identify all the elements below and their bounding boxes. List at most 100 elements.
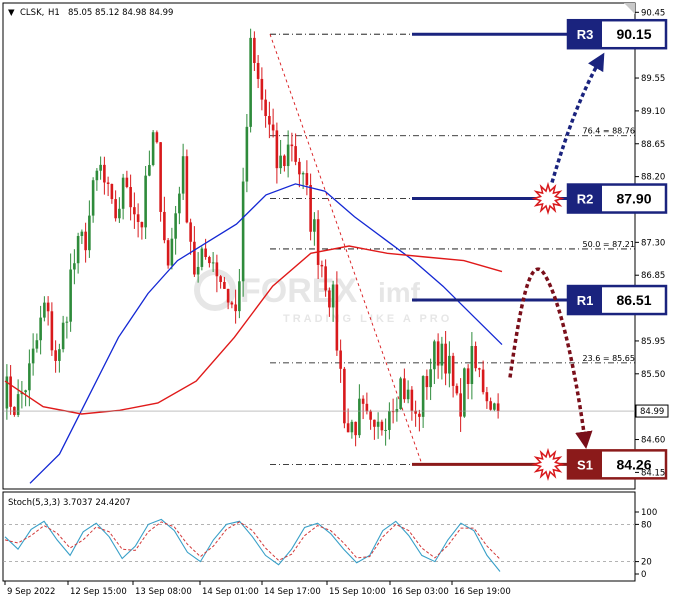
candle-body	[163, 211, 166, 241]
candle-body	[373, 419, 376, 427]
candle-body	[346, 423, 350, 433]
candle-body	[245, 126, 249, 182]
candle-body	[249, 37, 252, 127]
candle-body	[433, 341, 436, 370]
candle-body	[376, 421, 380, 427]
candle-body	[388, 411, 391, 430]
candle-body	[140, 221, 144, 228]
candle-body	[39, 317, 42, 341]
chart-shift-icon[interactable]	[624, 3, 635, 14]
candle-body	[478, 368, 481, 370]
time-tick-label: 13 Sep 08:00	[135, 587, 192, 597]
candle-body	[354, 421, 357, 436]
price-tick-label: 85.95	[641, 337, 665, 347]
candle-body	[31, 348, 35, 364]
candle-body	[391, 411, 395, 413]
candle-body	[320, 264, 324, 267]
price-tick-label: 87.30	[641, 238, 665, 248]
level-value-r2: 87.90	[616, 191, 651, 207]
candle-body	[58, 349, 61, 361]
moving-averages	[4, 183, 503, 484]
candle-body	[211, 262, 215, 264]
candle-body	[343, 368, 346, 424]
candle-body	[208, 257, 211, 264]
stoch-tick-label: 20	[641, 558, 652, 568]
price-tick-label: 88.20	[641, 173, 665, 183]
candle-body	[253, 37, 256, 63]
level-value-s1: 84.26	[616, 456, 651, 472]
candle-body	[301, 173, 305, 175]
watermark-brand: FOREX	[240, 272, 357, 310]
fibonacci-levels: 76.4 = 88.76 50.0 = 87.21 23.6 = 85.65	[269, 33, 635, 465]
forecast-arrow-up	[550, 52, 605, 184]
candle-body	[155, 132, 159, 143]
candle-body	[166, 240, 170, 266]
candle-body	[193, 241, 196, 275]
candle-body	[95, 170, 99, 181]
fib-level-label: 23.6 = 85.65	[582, 354, 635, 363]
collapse-arrow-icon[interactable]: ▼	[8, 8, 15, 18]
candle-body	[384, 429, 387, 431]
candle-body	[448, 355, 451, 374]
price-tick-label: 88.65	[641, 140, 665, 150]
forecast-arrows	[508, 52, 605, 481]
price-tick-label: 85.50	[641, 370, 665, 380]
level-tag-r3: R3	[577, 27, 594, 42]
candle-body	[9, 376, 12, 407]
candle-body	[133, 207, 136, 215]
level-value-r3: 90.15	[616, 26, 651, 42]
candle-body	[313, 219, 316, 232]
candle-body	[410, 389, 414, 411]
candle-body	[28, 363, 31, 391]
stoch-tick-label: 0	[641, 570, 646, 580]
candle-body	[16, 394, 20, 415]
candle-body	[463, 368, 466, 417]
candle-body	[196, 266, 200, 275]
candle-body	[271, 124, 275, 131]
stoch-main-line	[4, 518, 501, 572]
price-axis: 90.45 89.55 89.10 88.65 88.20 87.30 86.85 85.95…	[3, 8, 669, 478]
price-tick-label: 86.85	[641, 271, 665, 281]
candle-body	[309, 185, 312, 232]
fib-level-label: 76.4 = 88.76	[582, 127, 635, 136]
stoch-signal-line	[4, 521, 501, 561]
moving-average-slow-line	[4, 245, 503, 415]
candle-body	[358, 398, 361, 436]
current-price-label: 84.99	[640, 407, 664, 417]
time-tick-label: 9 Sep 2022	[7, 587, 55, 597]
candle-body	[80, 231, 84, 237]
time-tick-label: 12 Sep 15:00	[70, 587, 127, 597]
candle-body	[118, 208, 121, 219]
candle-body	[459, 393, 462, 417]
time-tick-label: 16 Sep 19:00	[454, 587, 511, 597]
candle-body	[335, 284, 339, 351]
candle-body	[238, 281, 241, 312]
candle-body	[436, 341, 440, 366]
candle-body	[181, 156, 185, 194]
candle-body	[429, 369, 432, 388]
time-axis: 9 Sep 2022 12 Sep 15:00 13 Sep 08:00 14 Sep…	[4, 581, 511, 597]
candle-body	[331, 284, 335, 308]
price-tick-label: 90.45	[641, 8, 665, 18]
watermark-tagline: TRADING LIKE A PRO	[283, 313, 452, 325]
candle-body	[268, 116, 271, 125]
candle-body	[35, 340, 39, 349]
candle-body	[54, 350, 57, 361]
price-tick-label: 84.15	[641, 468, 665, 478]
candle-body	[365, 403, 369, 412]
candle-body	[84, 231, 87, 251]
candle-body	[489, 401, 492, 410]
candle-body	[496, 403, 500, 412]
candle-body	[91, 180, 95, 216]
candle-body	[174, 213, 177, 239]
timeframe-label: H1	[48, 8, 60, 18]
r1-burst-icon	[531, 447, 565, 481]
ohlc-readout: 85.05 85.12 84.98 84.99	[68, 8, 173, 18]
candle-body	[399, 378, 402, 410]
candle-body	[148, 165, 151, 176]
candle-body	[283, 155, 286, 167]
time-tick-label: 14 Sep 01:00	[202, 587, 259, 597]
stoch-title: Stoch(5,3,3) 3.7037 24.4207	[8, 498, 131, 508]
candle-body	[144, 175, 147, 228]
